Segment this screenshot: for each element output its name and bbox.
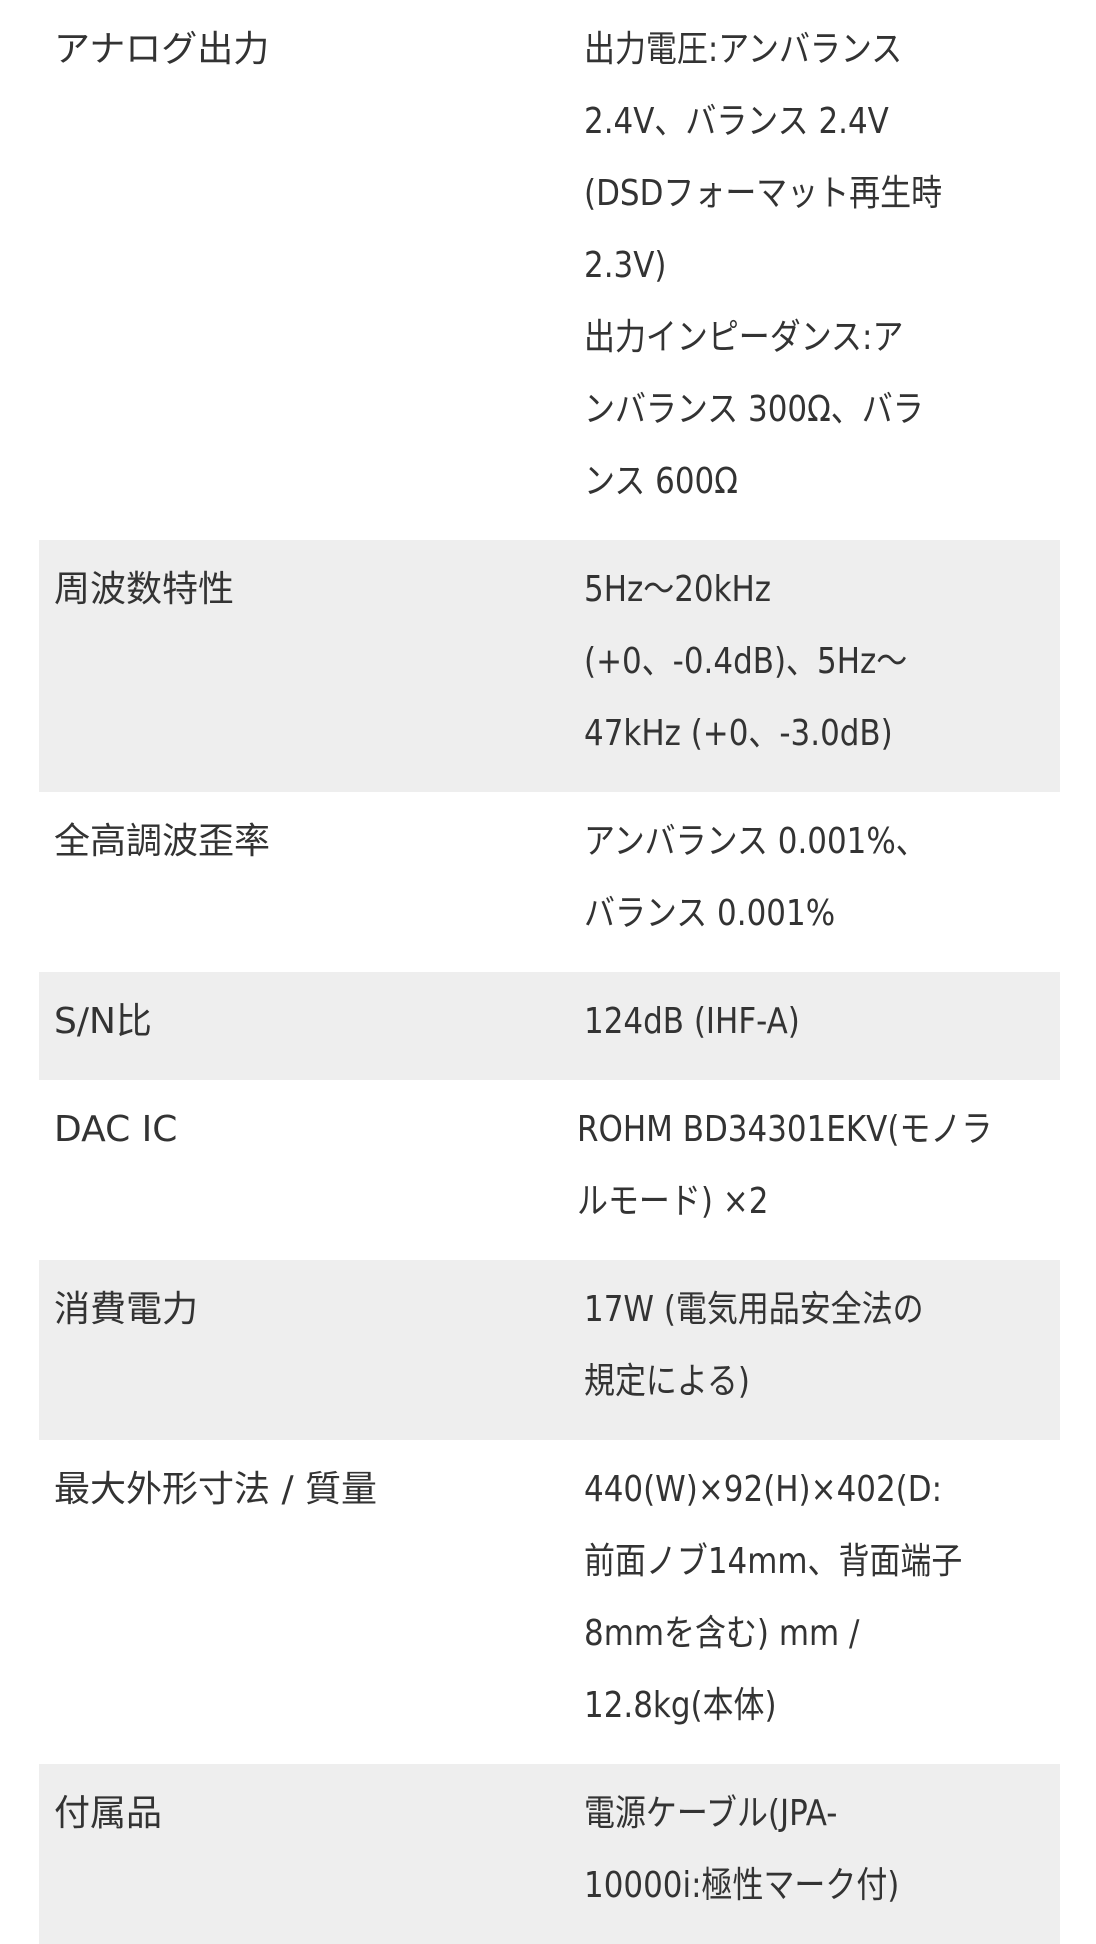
spec-value-line: 440(W)×92(H)×402(D: [584, 1469, 943, 1510]
spec-value: 出力電圧:アンバランス 2.4V、バランス 2.4V (DSDフォーマット再生時 2.… [584, 14, 1060, 518]
spec-value: 5Hz〜20kHz (+0、-0.4dB)、5Hz〜 47kHz (+0、-3.0d… [584, 554, 1060, 770]
spec-label: 全高調波歪率 [54, 821, 271, 862]
spec-value-line: (+0、-0.4dB)、5Hz〜 [584, 641, 908, 682]
spec-value-line: 10000i:極性マーク付) [584, 1865, 900, 1906]
spec-row: S/N比 124dB (IHF-A) [39, 972, 1060, 1080]
spec-value-line: アンバランス 0.001%、 [584, 821, 927, 862]
spec-value-line: 47kHz (+0、-3.0dB) [584, 713, 893, 754]
spec-value-line: 出力電圧:アンバランス [584, 29, 903, 70]
spec-value: 124dB (IHF-A) [584, 986, 1060, 1058]
spec-row: 付属品 電源ケーブル(JPA- 10000i:極性マーク付) [39, 1764, 1060, 1944]
spec-value-line: ンス 600Ω [584, 461, 738, 502]
spec-value-line: 2.3V) [584, 245, 667, 286]
spec-value: 440(W)×92(H)×402(D: 前面ノブ14mm、背面端子 8mmを含む) … [584, 1454, 1060, 1742]
spec-value: アンバランス 0.001%、 バランス 0.001% [584, 806, 1060, 950]
spec-value-line: ンバランス 300Ω、バラ [584, 389, 924, 430]
spec-label: 付属品 [54, 1793, 163, 1834]
spec-value-line: 12.8kg(本体) [584, 1685, 777, 1726]
spec-value-line: 規定による) [584, 1361, 750, 1402]
spec-value: 電源ケーブル(JPA- 10000i:極性マーク付) [584, 1778, 1060, 1922]
spec-table: アナログ出力 出力電圧:アンバランス 2.4V、バランス 2.4V (DSDフォーマッ… [39, 0, 1060, 1944]
spec-value-line: 2.4V、バランス 2.4V [584, 101, 889, 142]
spec-row: DAC IC ROHM BD34301EKV(モノラ ルモード) ×2 [39, 1080, 1060, 1260]
spec-value-line: 17W (電気用品安全法の [584, 1289, 924, 1330]
spec-row: 全高調波歪率 アンバランス 0.001%、 バランス 0.001% [39, 792, 1060, 972]
spec-value: 17W (電気用品安全法の 規定による) [584, 1274, 1060, 1418]
spec-label: 消費電力 [54, 1289, 199, 1330]
spec-value: ROHM BD34301EKV(モノラ ルモード) ×2 [577, 1094, 1060, 1238]
spec-value-line: 電源ケーブル(JPA- [584, 1793, 838, 1834]
spec-row: アナログ出力 出力電圧:アンバランス 2.4V、バランス 2.4V (DSDフォーマッ… [39, 0, 1060, 540]
spec-value-line: ルモード) ×2 [577, 1181, 769, 1222]
spec-value-line: 出力インピーダンス:ア [584, 317, 904, 358]
spec-value-line: 8mmを含む) mm / [584, 1613, 860, 1654]
spec-value-line: (DSDフォーマット再生時 [584, 173, 943, 214]
spec-label: アナログ出力 [54, 29, 270, 70]
spec-value-line: バランス 0.001% [584, 893, 836, 934]
spec-value-line: 124dB (IHF-A) [584, 1001, 800, 1042]
spec-label: DAC IC [54, 1109, 178, 1150]
spec-value-line: ROHM BD34301EKV(モノラ [577, 1109, 993, 1150]
spec-value-line: 前面ノブ14mm、背面端子 [584, 1541, 963, 1582]
spec-row: 消費電力 17W (電気用品安全法の 規定による) [39, 1260, 1060, 1440]
spec-label: S/N比 [54, 1001, 152, 1042]
spec-label: 最大外形寸法 / 質量 [54, 1469, 378, 1510]
spec-row: 最大外形寸法 / 質量 440(W)×92(H)×402(D: 前面ノブ14mm、背… [39, 1440, 1060, 1764]
spec-value-line: 5Hz〜20kHz [584, 569, 772, 610]
spec-row: 周波数特性 5Hz〜20kHz (+0、-0.4dB)、5Hz〜 47kHz (+0、… [39, 540, 1060, 792]
spec-label: 周波数特性 [54, 569, 235, 610]
